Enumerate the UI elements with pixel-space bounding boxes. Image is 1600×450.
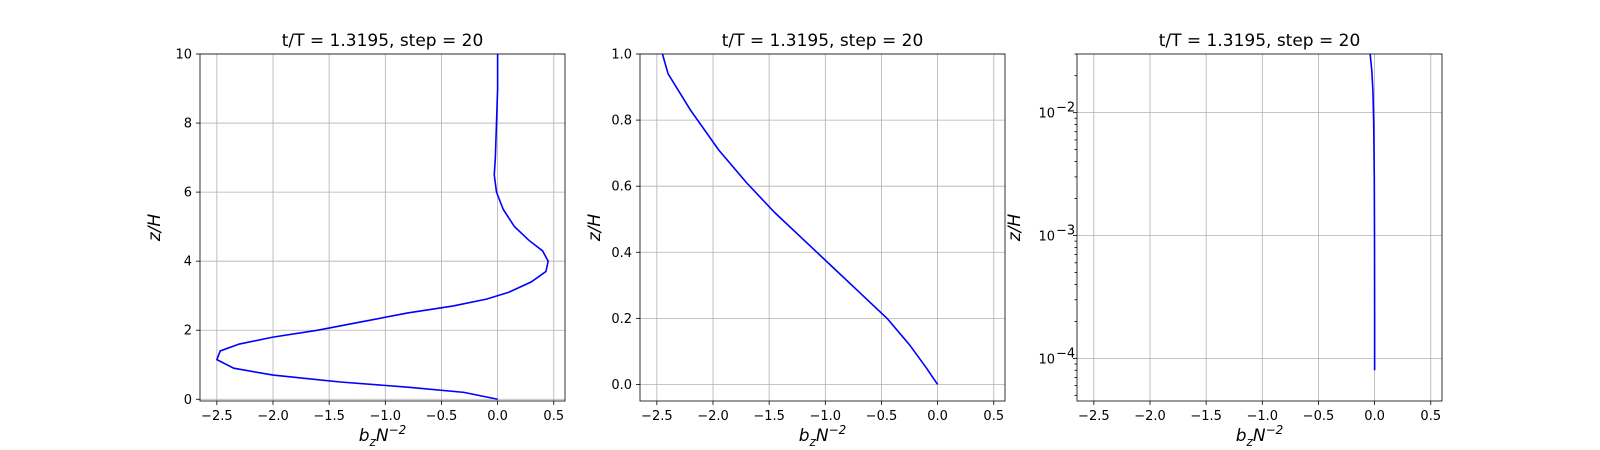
y-tick-label: 0.8 bbox=[611, 114, 632, 129]
y-tick-label: 10 bbox=[175, 48, 192, 63]
y-axis-label: z/H bbox=[1005, 214, 1025, 243]
subplot-1: −2.5 −2.0 −1.5 −1.0 −0.5 0.0 0.5 0 2 4 6 8 10 t/T = 1… bbox=[145, 31, 566, 449]
x-tick-label: −1.5 bbox=[753, 409, 785, 424]
x-tick-label: −1.0 bbox=[810, 409, 842, 424]
x-tick-label: 0.5 bbox=[543, 409, 564, 424]
y-tick-label: 2 bbox=[184, 324, 192, 339]
subplot-title: t/T = 1.3195, step = 20 bbox=[722, 31, 924, 51]
x-tick-label: −1.5 bbox=[1190, 409, 1222, 424]
x-tick-label: −2.0 bbox=[257, 409, 289, 424]
y-tick-label: 10 bbox=[1038, 107, 1055, 122]
x-axis-label: bzN−2 bbox=[799, 423, 847, 449]
x-tick-label: 0.5 bbox=[1420, 409, 1441, 424]
y-tick-label: 4 bbox=[184, 255, 192, 270]
y-tick-label: 0.4 bbox=[611, 246, 632, 261]
x-axis-label: bzN−2 bbox=[1236, 423, 1284, 449]
x-tick-label: 0.0 bbox=[927, 409, 948, 424]
x-axis-label: bzN−2 bbox=[359, 423, 407, 449]
x-tick-label: −1.0 bbox=[1247, 409, 1279, 424]
series-line-1 bbox=[1369, 53, 1376, 371]
y-tick-label: 0.0 bbox=[611, 378, 632, 393]
plot-frame bbox=[199, 53, 566, 402]
subplot-2: −2.5 −2.0 −1.5 −1.0 −0.5 0.0 0.5 0.0 0.2 0.4 0.6 0.… bbox=[585, 31, 1006, 449]
y-axis-label: z/H bbox=[585, 214, 605, 243]
y-tick-exponent: −3 bbox=[1056, 224, 1075, 239]
y-tick-label: 1.0 bbox=[611, 48, 632, 63]
x-tick-label: −0.5 bbox=[1303, 409, 1335, 424]
x-tick-label: −1.5 bbox=[313, 409, 345, 424]
y-tick-label: 0 bbox=[184, 393, 192, 408]
x-tick-label: −2.0 bbox=[1134, 409, 1166, 424]
x-tick-label: −0.5 bbox=[866, 409, 898, 424]
x-tick-label: 0.5 bbox=[983, 409, 1004, 424]
y-axis-label: z/H bbox=[145, 214, 165, 243]
y-tick-exponent: −4 bbox=[1056, 346, 1075, 361]
plot-frame bbox=[639, 53, 1006, 402]
subplot-3: −2.5 −2.0 −1.5 −1.0 −0.5 0.0 0.510−410−310 −2t/… bbox=[1005, 31, 1443, 449]
x-tick-label: 0.0 bbox=[487, 409, 508, 424]
y-tick-label: 8 bbox=[184, 117, 192, 132]
x-tick-label: −2.5 bbox=[641, 409, 673, 424]
y-tick-label: 10 bbox=[1038, 230, 1055, 245]
x-tick-label: −1.0 bbox=[370, 409, 402, 424]
series-line-1 bbox=[661, 53, 939, 385]
series-line-1 bbox=[215, 54, 549, 401]
y-tick-label: 6 bbox=[184, 186, 192, 201]
subplot-title: t/T = 1.3195, step = 20 bbox=[282, 31, 484, 51]
x-tick-label: 0.0 bbox=[1364, 409, 1385, 424]
y-tick-label: 0.2 bbox=[611, 312, 632, 327]
x-tick-label: −2.0 bbox=[697, 409, 729, 424]
x-tick-label: −0.5 bbox=[426, 409, 458, 424]
y-tick-exponent: −2 bbox=[1056, 101, 1075, 116]
y-tick-label: 10 bbox=[1038, 352, 1055, 367]
subplot-title: t/T = 1.3195, step = 20 bbox=[1159, 31, 1361, 51]
y-tick-label: 0.6 bbox=[611, 180, 632, 195]
x-tick-label: −2.5 bbox=[201, 409, 233, 424]
x-tick-label: −2.5 bbox=[1078, 409, 1110, 424]
plot-frame bbox=[1076, 53, 1443, 402]
